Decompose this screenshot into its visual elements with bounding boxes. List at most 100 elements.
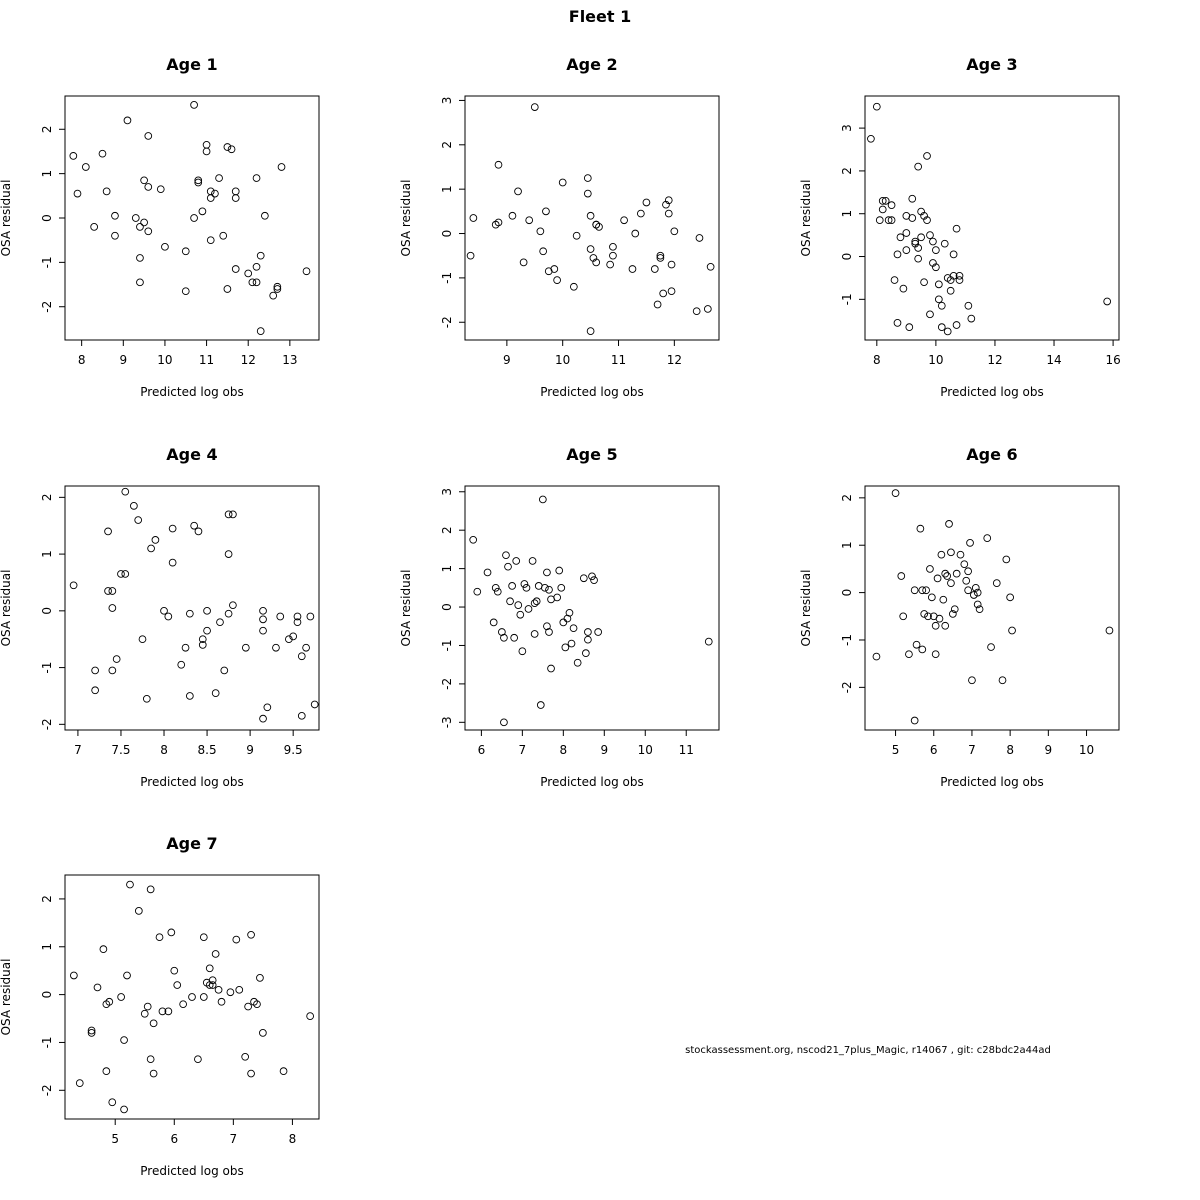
y-tick-label: 0	[440, 603, 454, 611]
data-point	[158, 1007, 167, 1016]
data-point	[530, 630, 539, 638]
data-point	[263, 703, 272, 712]
data-point	[469, 535, 478, 544]
data-point	[592, 258, 601, 267]
y-tick-label: -1	[40, 1036, 54, 1048]
data-point	[530, 599, 539, 608]
data-point	[73, 189, 82, 198]
x-axis-label: Predicted log obs	[140, 1164, 243, 1178]
data-point	[905, 323, 914, 332]
y-axis-label: OSA residual	[0, 180, 13, 257]
data-point	[98, 149, 107, 158]
data-point	[244, 269, 253, 278]
x-axis-label: Predicted log obs	[140, 385, 243, 399]
data-point	[223, 143, 232, 151]
data-point	[506, 597, 514, 606]
data-point	[160, 606, 168, 615]
data-point	[899, 612, 908, 621]
data-point	[269, 291, 278, 300]
data-point	[878, 205, 887, 214]
data-point	[285, 635, 293, 644]
footer-caption: stockassessment.org, nscod21_7plus_Magic…	[685, 1045, 1051, 1056]
data-point	[931, 621, 940, 630]
data-point	[120, 1105, 128, 1114]
data-point	[920, 278, 928, 287]
y-tick-label: 0	[840, 589, 854, 597]
data-point	[573, 658, 582, 667]
data-point	[279, 1067, 288, 1076]
data-point	[259, 615, 267, 624]
data-point	[293, 612, 302, 621]
y-tick-label: 3	[440, 97, 454, 105]
data-point	[926, 565, 934, 573]
data-point	[167, 928, 176, 937]
data-point	[293, 618, 302, 627]
data-point	[987, 643, 995, 651]
data-point	[111, 231, 119, 240]
data-point	[960, 560, 969, 569]
data-point	[227, 145, 236, 154]
y-tick-label: 0	[40, 214, 54, 222]
data-point	[519, 258, 528, 267]
y-tick-label: 1	[40, 170, 54, 178]
plot-frame	[464, 485, 720, 731]
x-tick-label: 9	[246, 743, 254, 757]
data-point	[922, 586, 930, 595]
y-tick-label: 3	[440, 488, 454, 496]
data-point	[123, 971, 131, 980]
data-point	[224, 510, 233, 519]
x-tick-label: 8	[289, 1132, 297, 1146]
data-point	[704, 637, 713, 646]
data-point	[592, 220, 601, 229]
data-point	[276, 612, 285, 621]
y-tick-label: -1	[40, 256, 54, 268]
data-point	[224, 550, 233, 558]
data-point	[177, 660, 186, 669]
data-point	[706, 262, 715, 271]
data-point	[884, 216, 893, 224]
data-point	[588, 572, 596, 581]
data-point	[656, 254, 665, 262]
data-point	[170, 966, 179, 975]
data-point	[466, 251, 475, 260]
data-point	[510, 633, 519, 642]
y-tick-label: 2	[840, 167, 854, 175]
data-point	[896, 233, 905, 242]
data-point	[136, 278, 144, 287]
data-point	[522, 583, 531, 592]
data-point	[939, 595, 948, 604]
x-tick-label: 10	[157, 353, 172, 367]
x-tick-label: 10	[928, 353, 943, 367]
y-tick-label: 0	[40, 607, 54, 615]
y-tick-label: 2	[840, 494, 854, 502]
data-point	[920, 610, 929, 618]
data-point	[872, 652, 881, 661]
data-point	[595, 223, 603, 231]
data-point	[140, 1009, 149, 1018]
x-tick-label: 7.5	[111, 743, 130, 757]
y-tick-label: -3	[440, 716, 454, 728]
data-point	[252, 262, 261, 271]
x-tick-label: 5	[892, 743, 900, 757]
data-point	[217, 997, 226, 1006]
data-point	[117, 570, 125, 578]
data-point	[550, 265, 559, 273]
data-point	[104, 587, 112, 595]
data-point	[134, 907, 143, 915]
figure-title: Fleet 1	[569, 7, 631, 26]
data-point	[168, 524, 177, 533]
data-point	[91, 666, 99, 675]
data-point	[553, 593, 562, 602]
data-point	[525, 216, 534, 225]
data-point	[146, 885, 155, 894]
x-tick-label: 8	[560, 743, 568, 757]
data-point	[297, 652, 306, 661]
data-point	[557, 583, 566, 592]
x-tick-label: 5	[111, 1132, 119, 1146]
data-point	[231, 187, 240, 196]
data-point	[81, 163, 90, 171]
data-point	[542, 207, 550, 216]
data-point	[916, 524, 925, 533]
